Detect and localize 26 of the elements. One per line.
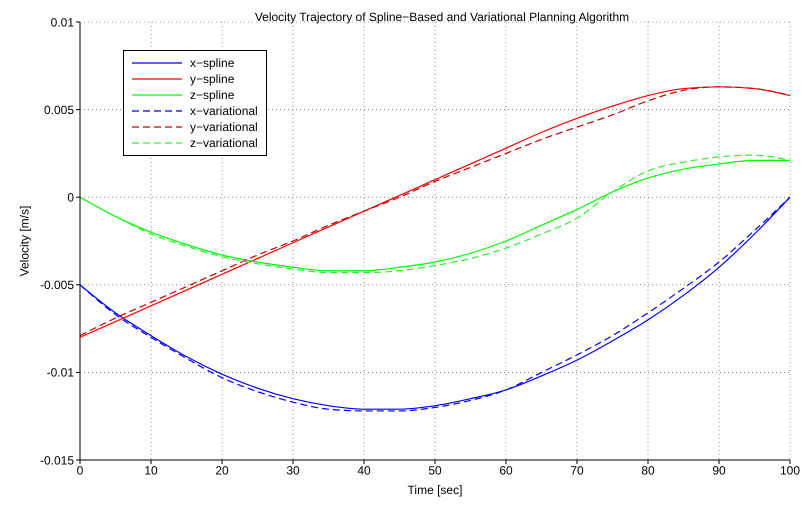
y-tick-label: -0.015 (40, 453, 74, 468)
x-tick-label: 20 (215, 464, 229, 478)
x-tick-label: 80 (641, 464, 655, 478)
x-tick-label: 100 (780, 464, 800, 478)
y-tick-label: 0 (67, 190, 74, 204)
x-tick-label: 0 (76, 464, 84, 478)
y-tick-label: -0.01 (46, 366, 74, 380)
x-axis-title: Time [sec] (408, 483, 462, 497)
x-tick-label: 70 (570, 464, 584, 478)
legend-label: x−variational (190, 104, 258, 118)
y-axis-title: Velocity [m/s] (17, 206, 32, 276)
legend-label: z−variational (190, 136, 258, 150)
legend-label: x−spline (190, 56, 234, 70)
x-tick-label: 50 (428, 464, 442, 478)
legend-label: z−spline (190, 88, 234, 102)
y-tick-label: 0.01 (50, 15, 74, 30)
y-tick-label: 0.005 (44, 102, 74, 117)
x-tick-label: 30 (286, 464, 300, 478)
chart-title: Velocity Trajectory of Spline−Based and Variational Planning Algorithm (254, 10, 630, 24)
y-tick-label: -0.005 (40, 278, 74, 292)
x-tick-label: 40 (357, 464, 371, 478)
legend-label: y−variational (190, 120, 258, 134)
x-tick-label: 60 (499, 464, 513, 478)
x-tick-label: 10 (144, 464, 158, 478)
legend-label: y−spline (190, 72, 234, 86)
x-tick-label: 90 (712, 464, 726, 478)
